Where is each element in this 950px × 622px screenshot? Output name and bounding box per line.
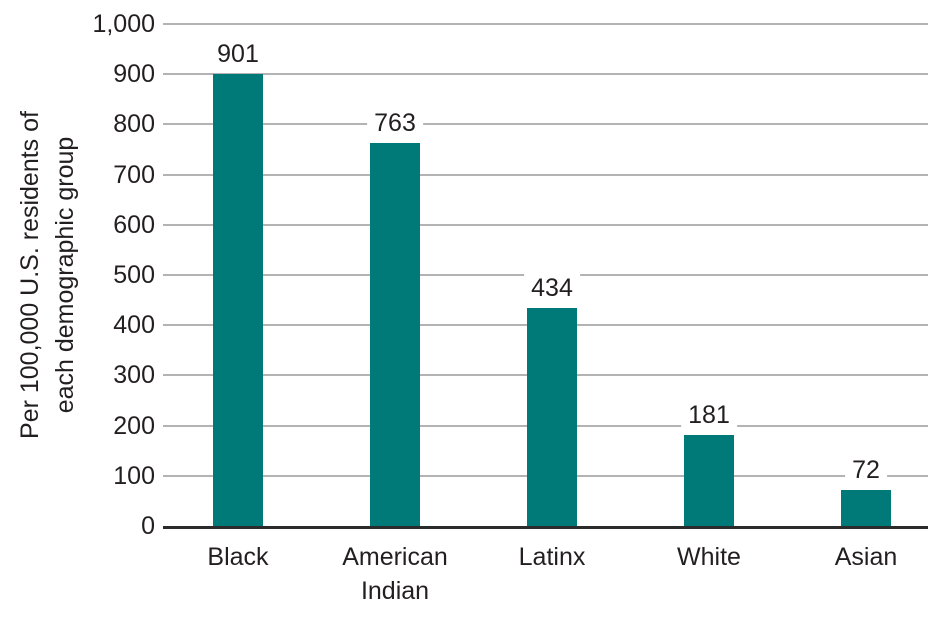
gridline-900 xyxy=(163,73,928,76)
bar-latinx xyxy=(527,308,577,526)
x-tick-label-asian: Asian xyxy=(834,543,898,571)
bar-value-label-latinx: 434 xyxy=(524,273,580,307)
x-tick-label-latinx: Latinx xyxy=(518,543,586,571)
y-tick-label-400: 400 xyxy=(113,311,155,340)
bar-white xyxy=(684,435,734,526)
gridline-600 xyxy=(163,223,928,226)
y-tick-label-600: 600 xyxy=(113,210,155,239)
bar-american-indian xyxy=(370,142,420,526)
y-tick-label-300: 300 xyxy=(113,361,155,390)
y-tick-label-1000: 1,000 xyxy=(92,10,155,38)
x-tick-label-white: White xyxy=(677,543,741,571)
bar-black xyxy=(213,73,263,526)
y-tick-label-0: 0 xyxy=(141,512,155,540)
bar-value-label-white: 181 xyxy=(681,400,737,434)
y-tick-label-700: 700 xyxy=(113,160,155,189)
y-tick-label-200: 200 xyxy=(113,411,155,440)
y-tick-label-800: 800 xyxy=(113,110,155,139)
bar-value-label-asian: 72 xyxy=(845,454,887,488)
bar-value-label-american-indian: 763 xyxy=(367,107,423,141)
x-tick-label-american-indian: American Indian xyxy=(342,543,448,605)
y-tick-label-900: 900 xyxy=(113,60,155,89)
x-tick-label-black: Black xyxy=(207,543,269,571)
gridline-700 xyxy=(163,173,928,176)
bar-asian xyxy=(841,489,891,526)
gridline-800 xyxy=(163,123,928,126)
y-tick-label-100: 100 xyxy=(113,461,155,490)
gridline-1000 xyxy=(163,23,928,25)
bar-value-label-black: 901 xyxy=(210,38,266,72)
x-axis-baseline xyxy=(163,526,928,529)
y-tick-label-500: 500 xyxy=(113,261,155,289)
